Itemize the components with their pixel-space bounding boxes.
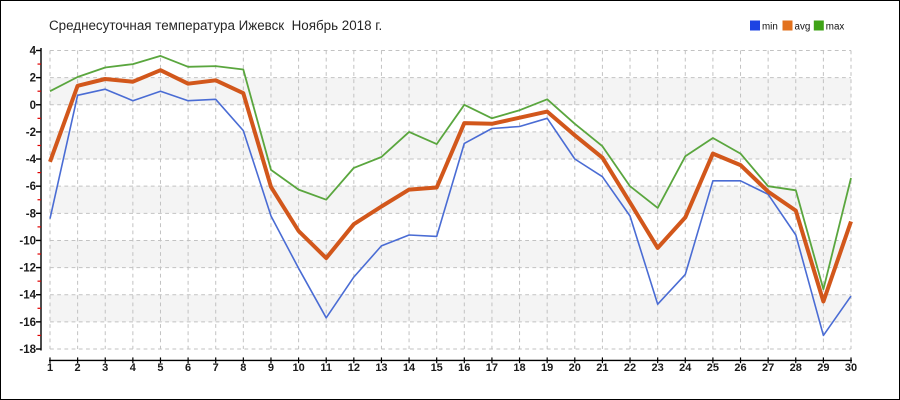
svg-text:21: 21: [596, 361, 608, 373]
svg-text:18: 18: [513, 361, 525, 373]
svg-text:12: 12: [347, 361, 359, 373]
svg-text:-10: -10: [19, 235, 36, 247]
svg-text:8: 8: [240, 361, 246, 373]
svg-text:20: 20: [568, 361, 580, 373]
svg-text:15: 15: [430, 361, 442, 373]
svg-text:13: 13: [375, 361, 387, 373]
svg-text:max: max: [825, 21, 844, 32]
svg-text:19: 19: [541, 361, 553, 373]
svg-text:27: 27: [762, 361, 774, 373]
svg-text:22: 22: [623, 361, 635, 373]
svg-text:-2: -2: [25, 126, 35, 138]
svg-text:4: 4: [29, 45, 36, 57]
svg-text:2: 2: [74, 361, 80, 373]
svg-text:5: 5: [157, 361, 163, 373]
svg-text:23: 23: [651, 361, 663, 373]
svg-text:11: 11: [320, 361, 332, 373]
svg-text:6: 6: [185, 361, 191, 373]
svg-text:2: 2: [29, 72, 35, 84]
svg-text:16: 16: [458, 361, 470, 373]
svg-text:-18: -18: [19, 344, 36, 356]
svg-text:4: 4: [129, 361, 136, 373]
svg-text:-6: -6: [25, 181, 35, 193]
svg-text:29: 29: [817, 361, 829, 373]
svg-text:Среднесуточная температура Иже: Среднесуточная температура Ижевск Ноябрь…: [49, 18, 382, 33]
svg-text:7: 7: [212, 361, 218, 373]
svg-text:min: min: [762, 21, 778, 32]
svg-text:24: 24: [679, 361, 692, 373]
svg-text:28: 28: [789, 361, 801, 373]
svg-text:9: 9: [267, 361, 273, 373]
svg-text:14: 14: [402, 361, 415, 373]
svg-text:10: 10: [292, 361, 304, 373]
svg-text:26: 26: [734, 361, 746, 373]
svg-text:25: 25: [706, 361, 718, 373]
svg-text:17: 17: [485, 361, 497, 373]
svg-text:-14: -14: [19, 289, 36, 301]
svg-text:1: 1: [46, 361, 52, 373]
svg-text:-4: -4: [25, 154, 36, 166]
svg-text:-12: -12: [19, 262, 36, 274]
svg-text:-8: -8: [25, 208, 36, 220]
svg-text:30: 30: [844, 361, 856, 373]
svg-text:-16: -16: [19, 316, 36, 328]
svg-text:3: 3: [102, 361, 108, 373]
svg-text:0: 0: [29, 99, 35, 111]
svg-text:avg: avg: [794, 21, 810, 32]
